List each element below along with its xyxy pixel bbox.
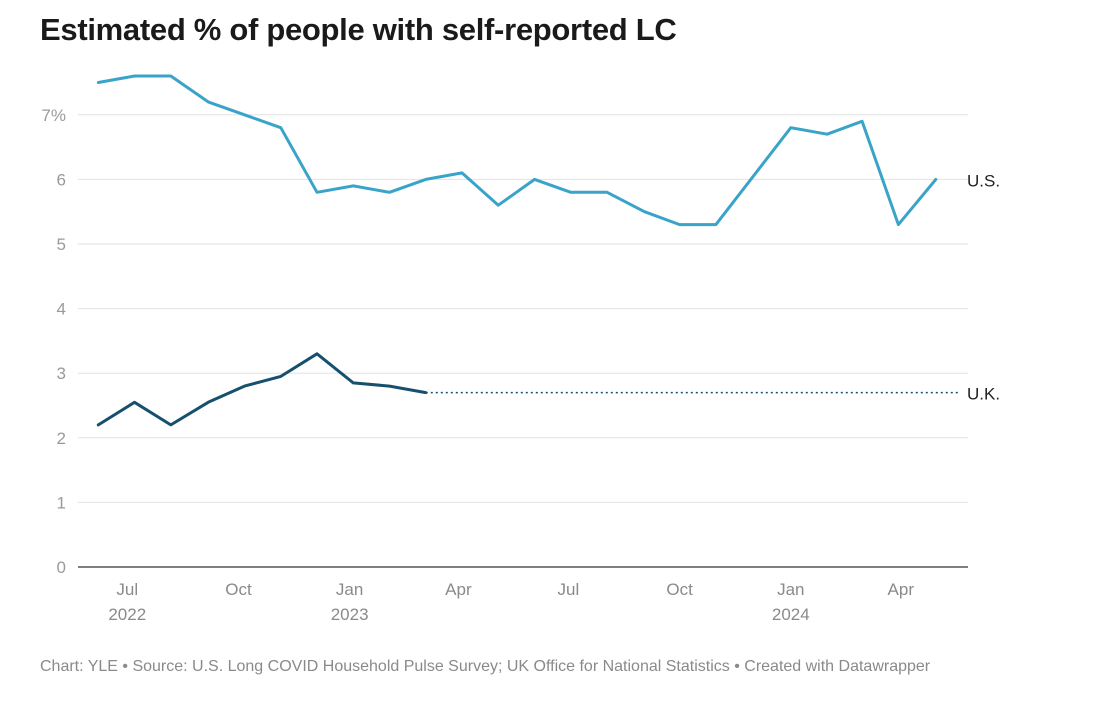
x-tick-label: Jan xyxy=(336,580,363,599)
x-axis-ticks: Jul 2022 Oct Jan 2023 Apr Jul Oct Jan 2024 Apr xyxy=(108,580,914,624)
x-tick-label: Apr xyxy=(888,580,915,599)
series-label: U.K. xyxy=(967,385,1000,404)
y-axis-ticks: 0 1 2 3 4 5 6 7% xyxy=(41,106,66,577)
y-tick-label: 6 xyxy=(57,170,66,189)
chart-title: Estimated % of people with self-reported… xyxy=(40,12,677,47)
x-tick-year-label: 2024 xyxy=(772,605,810,624)
series-label: U.S. xyxy=(967,171,1000,190)
y-tick-label: 7% xyxy=(41,106,66,125)
x-tick-year-label: 2022 xyxy=(108,605,146,624)
gridlines xyxy=(78,114,968,568)
x-tick-label: Jan xyxy=(777,580,804,599)
y-tick-label: 2 xyxy=(57,429,66,448)
y-tick-label: 1 xyxy=(57,493,66,512)
y-tick-label: 4 xyxy=(57,300,66,319)
x-tick-label: Apr xyxy=(445,580,472,599)
y-tick-label: 5 xyxy=(57,235,66,254)
x-tick-label: Oct xyxy=(225,580,252,599)
x-tick-label: Jul xyxy=(558,580,580,599)
y-tick-label: 0 xyxy=(57,558,66,577)
series-line-uk xyxy=(96,352,428,427)
series-labels: U.S. U.K. xyxy=(967,171,1000,403)
series-line-us xyxy=(96,74,938,227)
x-tick-year-label: 2023 xyxy=(331,605,369,624)
y-tick-label: 3 xyxy=(57,364,66,383)
x-tick-label: Jul xyxy=(116,580,138,599)
x-tick-label: Oct xyxy=(666,580,693,599)
series-lines xyxy=(96,74,960,427)
chart-footer: Chart: YLE • Source: U.S. Long COVID Hou… xyxy=(40,658,931,675)
